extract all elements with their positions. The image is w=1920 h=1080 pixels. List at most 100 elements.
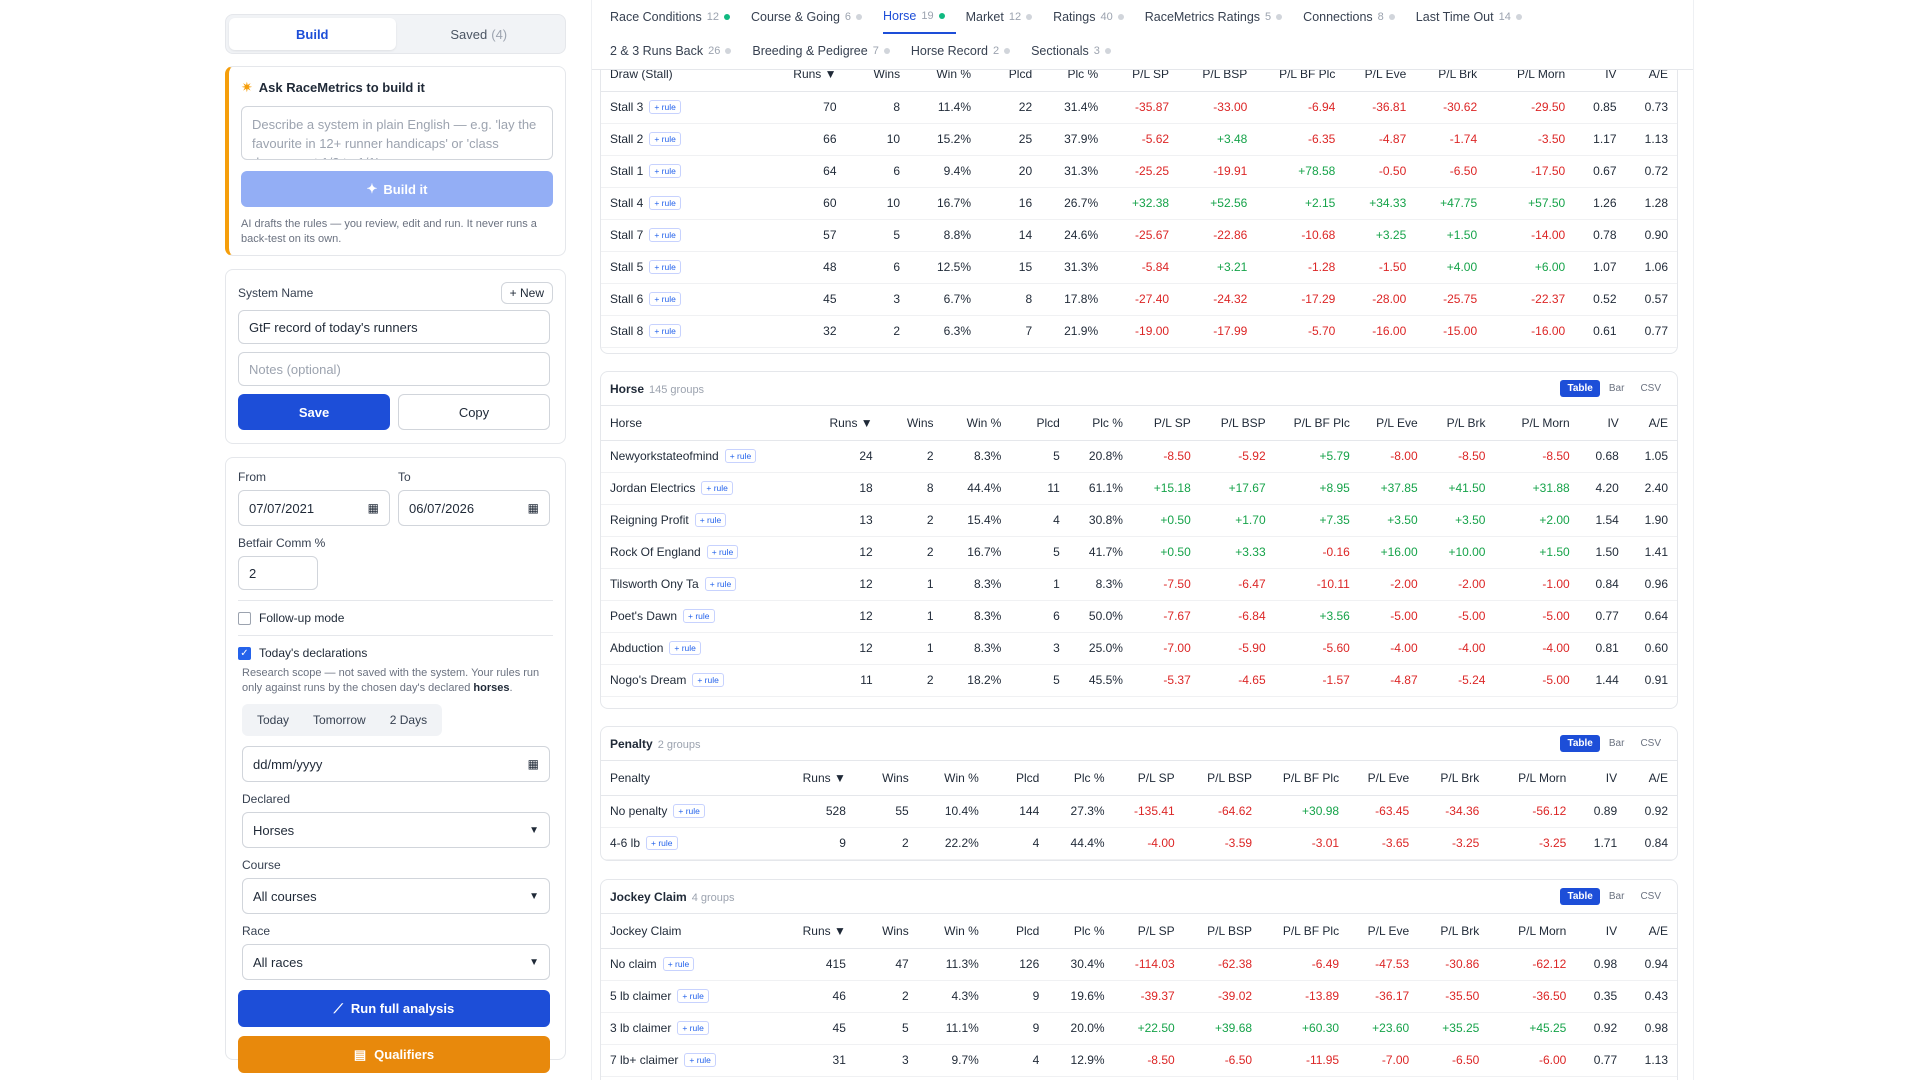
column-header[interactable]: Win % — [942, 406, 1011, 441]
from-date-input[interactable]: 07/07/2021 ▦ — [238, 490, 390, 526]
column-header[interactable]: P/L Eve — [1358, 406, 1427, 441]
course-select[interactable]: All courses ▼ — [242, 878, 550, 914]
column-header[interactable]: Plcd — [987, 761, 1049, 796]
bar-view-button[interactable]: Bar — [1608, 738, 1625, 749]
column-header[interactable]: Plc % — [1048, 914, 1114, 949]
column-header[interactable]: P/L Morn — [1488, 761, 1576, 796]
column-header[interactable]: Wins — [854, 914, 918, 949]
column-header[interactable]: Wins — [881, 406, 943, 441]
column-header[interactable]: P/L Morn — [1494, 406, 1579, 441]
tab-market[interactable]: Market 12 — [966, 0, 1043, 34]
add-rule-button[interactable]: + rule — [694, 513, 727, 528]
add-rule-button[interactable]: + rule — [701, 481, 733, 496]
add-rule-button[interactable]: + rule — [649, 292, 681, 307]
qualifiers-button[interactable]: ▤ Qualifiers — [238, 1036, 550, 1073]
column-header[interactable]: A/E — [1627, 406, 1677, 441]
tab-connections[interactable]: Connections 8 — [1303, 0, 1406, 34]
bar-view-button[interactable]: Bar — [1608, 891, 1625, 902]
column-header[interactable]: Plcd — [1010, 406, 1069, 441]
column-header[interactable]: Plc % — [1048, 761, 1114, 796]
column-header[interactable]: Plc % — [1068, 406, 1132, 441]
add-rule-button[interactable]: + rule — [673, 804, 705, 819]
calendar-icon[interactable]: ▦ — [527, 757, 539, 771]
calendar-icon[interactable]: ▦ — [367, 501, 379, 515]
declared-select[interactable]: Horses ▼ — [242, 812, 550, 848]
column-header[interactable]: P/L Brk — [1426, 406, 1495, 441]
add-rule-button[interactable]: + rule — [692, 673, 724, 688]
tab-last-time-out[interactable]: Last Time Out 14 — [1416, 0, 1533, 34]
tab-ratings[interactable]: Ratings 40 — [1053, 0, 1135, 34]
column-header[interactable]: P/L Brk — [1418, 761, 1489, 796]
column-header[interactable]: P/L BSP — [1183, 761, 1262, 796]
add-rule-button[interactable]: + rule — [649, 228, 681, 243]
tab-breeding-pedigree[interactable]: Breeding & Pedigree 7 — [752, 34, 900, 68]
column-header[interactable]: Win % — [917, 914, 988, 949]
add-rule-button[interactable]: + rule — [662, 957, 695, 972]
column-header[interactable]: Win % — [917, 761, 988, 796]
todays-declarations-checkbox[interactable]: ✓ — [238, 646, 251, 660]
tab-horse-record[interactable]: Horse Record 2 — [911, 34, 1021, 68]
table-view-button[interactable]: Table — [1560, 888, 1600, 905]
table-view-button[interactable]: Table — [1560, 735, 1600, 752]
add-rule-button[interactable]: + rule — [724, 449, 757, 464]
add-rule-button[interactable]: + rule — [684, 1053, 716, 1068]
new-system-button[interactable]: + New — [500, 282, 553, 304]
column-header[interactable]: P/L SP — [1113, 914, 1184, 949]
betfair-comm-input[interactable]: 2 — [238, 556, 318, 590]
tab-racemetrics-ratings[interactable]: RaceMetrics Ratings 5 — [1145, 0, 1293, 34]
add-rule-button[interactable]: + rule — [649, 132, 681, 147]
column-header[interactable]: P/L Brk — [1418, 914, 1489, 949]
system-name-input[interactable] — [238, 310, 550, 344]
column-header[interactable]: P/L BSP — [1183, 914, 1262, 949]
notes-input[interactable] — [238, 352, 550, 386]
add-rule-button[interactable]: + rule — [669, 641, 701, 656]
column-header[interactable]: Horse — [601, 406, 814, 441]
add-rule-button[interactable]: + rule — [649, 100, 681, 115]
race-select[interactable]: All races ▼ — [242, 944, 550, 980]
tab-race-conditions[interactable]: Race Conditions 12 — [610, 0, 741, 34]
to-date-input[interactable]: 06/07/2026 ▦ — [398, 490, 550, 526]
column-header[interactable]: Runs ▼ — [784, 914, 855, 949]
column-header[interactable]: P/L Eve — [1348, 914, 1419, 949]
bar-view-button[interactable]: Bar — [1608, 383, 1625, 394]
calendar-icon[interactable]: ▦ — [527, 501, 539, 515]
column-header[interactable]: P/L SP — [1131, 406, 1200, 441]
day-option-2-days[interactable]: 2 Days — [389, 713, 428, 727]
column-header[interactable]: P/L Morn — [1488, 914, 1576, 949]
day-option-today[interactable]: Today — [257, 713, 290, 727]
followup-checkbox[interactable] — [238, 611, 251, 625]
add-rule-button[interactable]: + rule — [649, 164, 681, 179]
column-header[interactable]: P/L Eve — [1348, 761, 1419, 796]
add-rule-button[interactable]: + rule — [677, 989, 709, 1004]
build-it-button[interactable]: ✦ Build it — [241, 171, 553, 207]
column-header[interactable]: Runs ▼ — [813, 406, 882, 441]
add-rule-button[interactable]: + rule — [649, 324, 681, 339]
declaration-date-input[interactable]: dd/mm/yyyy ▦ — [242, 746, 550, 782]
ai-prompt-input[interactable] — [241, 106, 553, 160]
csv-export-button[interactable]: CSV — [1640, 891, 1661, 902]
column-header[interactable]: A/E — [1626, 914, 1677, 949]
column-header[interactable]: IV — [1575, 761, 1627, 796]
build-tab[interactable]: Build — [229, 18, 396, 50]
column-header[interactable]: P/L SP — [1113, 761, 1184, 796]
followup-toggle[interactable]: Follow-up mode — [238, 611, 553, 625]
column-header[interactable]: Runs ▼ — [784, 761, 855, 796]
column-header[interactable]: P/L BF Plc — [1261, 914, 1349, 949]
column-header[interactable]: P/L BF Plc — [1261, 761, 1349, 796]
todays-declarations-toggle[interactable]: ✓ Today's declarations — [238, 646, 553, 660]
column-header[interactable]: A/E — [1626, 761, 1677, 796]
add-rule-button[interactable]: + rule — [677, 1021, 709, 1036]
column-header[interactable]: P/L BSP — [1199, 406, 1275, 441]
tab-course-going[interactable]: Course & Going 6 — [751, 0, 873, 34]
saved-tab[interactable]: Saved (4) — [396, 18, 563, 50]
copy-button[interactable]: Copy — [398, 394, 550, 430]
column-header[interactable]: Penalty — [601, 761, 785, 796]
tab-2-3-runs-back[interactable]: 2 & 3 Runs Back 26 — [610, 34, 742, 68]
day-option-tomorrow[interactable]: Tomorrow — [313, 713, 366, 727]
column-header[interactable]: IV — [1575, 914, 1627, 949]
add-rule-button[interactable]: + rule — [649, 260, 681, 275]
csv-export-button[interactable]: CSV — [1640, 738, 1661, 749]
table-view-button[interactable]: Table — [1560, 380, 1600, 397]
add-rule-button[interactable]: + rule — [646, 836, 678, 851]
add-rule-button[interactable]: + rule — [704, 577, 737, 592]
